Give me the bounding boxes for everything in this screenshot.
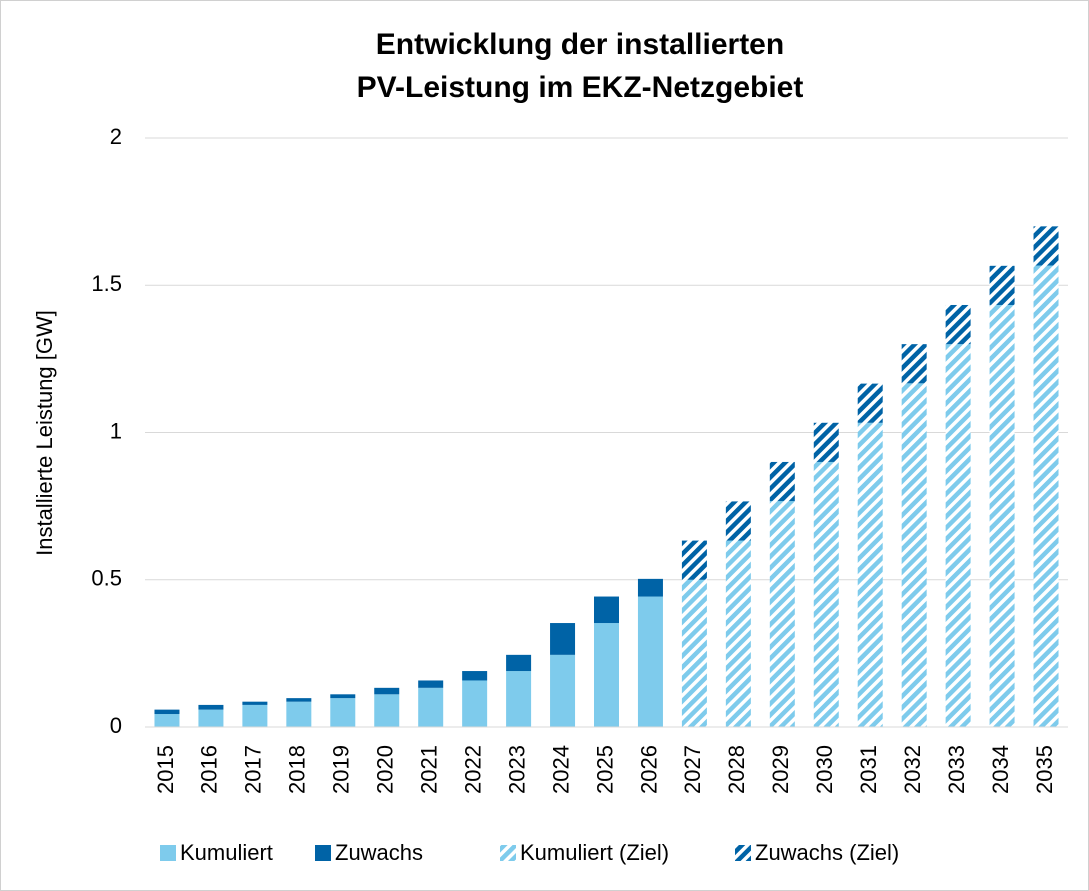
legend-swatch — [160, 845, 176, 861]
bar-segment — [242, 701, 268, 705]
bar-segment — [945, 344, 971, 727]
bar-segment — [857, 422, 883, 727]
bar-segment — [637, 578, 663, 597]
x-tick-label: 2021 — [417, 745, 442, 794]
bar-segment — [198, 709, 224, 727]
bar-segment — [462, 680, 488, 727]
bar-segment — [418, 687, 444, 727]
bar-segment — [945, 304, 971, 345]
y-axis-label: Installierte Leistung [GW] — [32, 310, 57, 556]
chart-title: PV-Leistung im EKZ-Netzgebiet — [357, 71, 804, 104]
legend-swatch — [735, 845, 751, 861]
x-tick-label: 2033 — [944, 745, 969, 794]
bar-segment — [725, 540, 751, 727]
x-tick-label: 2031 — [856, 745, 881, 794]
bar-segment — [813, 422, 839, 462]
y-tick-label: 2 — [110, 124, 122, 149]
bar-segment — [1033, 226, 1059, 266]
bar-segment — [857, 383, 883, 423]
x-tick-label: 2016 — [197, 745, 222, 794]
legend-label: Kumuliert (Ziel) — [520, 840, 669, 865]
bar-segment — [769, 461, 795, 502]
x-tick-label: 2026 — [636, 745, 661, 794]
x-tick-label: 2019 — [329, 745, 354, 794]
bar-segment — [198, 704, 224, 710]
y-tick-label: 0.5 — [91, 566, 122, 591]
bar-segment — [1033, 265, 1059, 727]
x-tick-label: 2032 — [900, 745, 925, 794]
x-tick-label: 2034 — [988, 745, 1013, 794]
bar-segment — [989, 304, 1015, 727]
bar-segment — [462, 671, 488, 681]
bar-segment — [374, 694, 400, 727]
bar-segment — [769, 501, 795, 727]
bar-segment — [330, 694, 356, 699]
x-tick-label: 2035 — [1032, 745, 1057, 794]
legend-swatch — [500, 845, 516, 861]
bar-segment — [418, 680, 444, 688]
x-tick-label: 2018 — [285, 745, 310, 794]
bar-segment — [725, 501, 751, 541]
bar-segment — [681, 540, 707, 580]
bar-segment — [286, 698, 312, 702]
chart-title: Entwicklung der installierten — [376, 28, 784, 61]
x-tick-label: 2028 — [724, 745, 749, 794]
legend-label: Zuwachs (Ziel) — [755, 840, 899, 865]
bar-segment — [154, 709, 180, 715]
bar-segment — [637, 596, 663, 727]
x-tick-label: 2030 — [812, 745, 837, 794]
legend-swatch — [315, 845, 331, 861]
x-tick-label: 2015 — [153, 745, 178, 794]
bar-segment — [901, 344, 927, 384]
bar-segment — [550, 654, 576, 727]
bar-segment — [506, 654, 532, 672]
x-tick-label: 2024 — [548, 745, 573, 794]
legend-label: Zuwachs — [335, 840, 423, 865]
x-tick-label: 2029 — [768, 745, 793, 794]
bar-segment — [286, 701, 312, 727]
y-tick-label: 1.5 — [91, 271, 122, 296]
bar-segment — [330, 698, 356, 727]
x-tick-label: 2027 — [680, 745, 705, 794]
bar-segment — [989, 265, 1015, 305]
x-tick-label: 2025 — [592, 745, 617, 794]
bar-segment — [594, 623, 619, 727]
bar-segment — [242, 704, 268, 727]
bar-segment — [550, 623, 576, 655]
y-tick-label: 1 — [110, 418, 122, 443]
x-tick-label: 2022 — [460, 745, 485, 794]
bar-segment — [681, 579, 707, 727]
bar-segment — [901, 383, 927, 727]
x-tick-label: 2017 — [241, 745, 266, 794]
bar-segment — [594, 596, 619, 624]
x-tick-label: 2023 — [504, 745, 529, 794]
legend-label: Kumuliert — [180, 840, 273, 865]
bar-segment — [154, 714, 180, 727]
x-tick-label: 2020 — [373, 745, 398, 794]
bar-segment — [374, 687, 400, 695]
bar-segment — [813, 461, 839, 727]
y-tick-label: 0 — [110, 713, 122, 738]
bar-segment — [506, 671, 532, 727]
